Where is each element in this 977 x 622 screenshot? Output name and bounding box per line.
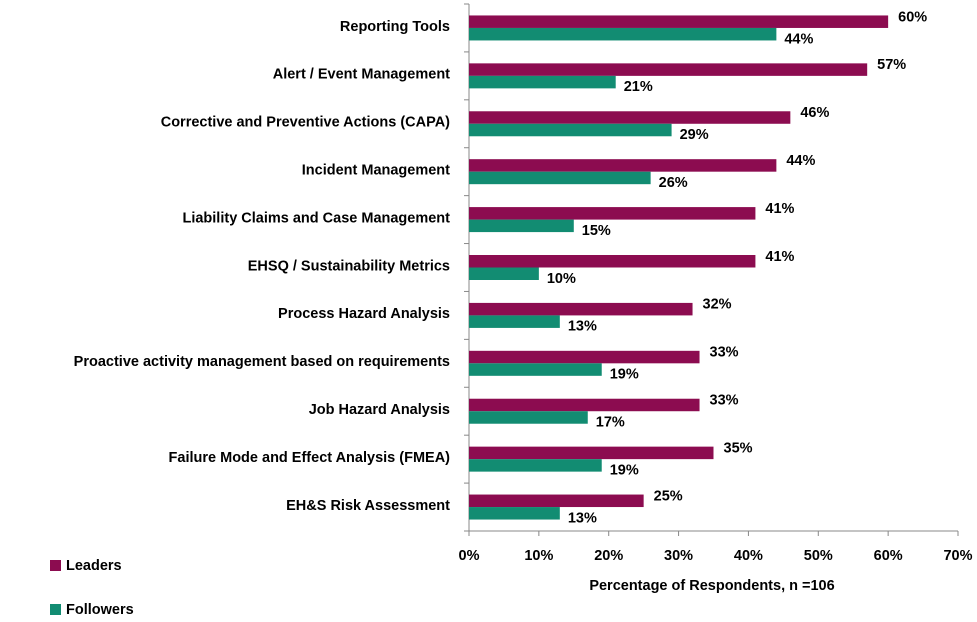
bar [469,302,693,316]
x-tick-label: 30% [664,548,693,564]
data-label: 46% [800,105,829,121]
bar [469,75,616,89]
y-tick-label: EH&S Risk Assessment [286,498,450,514]
bar [469,255,756,268]
bar [469,63,868,76]
data-label: 21% [624,79,653,95]
x-tick-label: 0% [459,548,480,564]
x-tick-label: 70% [943,548,972,564]
data-label: 13% [568,510,597,526]
y-tick-label: Liability Claims and Case Management [182,210,450,226]
x-tick-label: 50% [804,548,833,564]
bar [469,315,560,328]
bar [469,15,889,28]
bar [469,111,791,124]
data-label: 41% [765,201,794,217]
x-tick-label: 60% [874,548,903,564]
y-tick-label: Proactive activity management based on r… [74,354,450,370]
bar [469,398,700,412]
legend-label: Leaders [66,558,122,574]
data-label: 57% [877,57,906,73]
data-label: 35% [724,440,753,456]
y-tick-label: EHSQ / Sustainability Metrics [248,258,450,274]
x-axis-title: Percentage of Respondents, n =106 [589,578,834,594]
data-label: 15% [582,223,611,239]
x-tick-label: 20% [594,548,623,564]
bar [469,171,651,185]
data-label: 60% [898,9,927,25]
y-tick-label: Failure Mode and Effect Analysis (FMEA) [169,450,451,466]
bar [469,123,672,137]
bar [469,350,700,364]
legend-swatch [50,560,61,571]
data-label: 44% [786,153,815,169]
legend-swatch [50,604,61,615]
bar [469,507,560,520]
data-label: 10% [547,271,576,287]
data-label: 25% [654,488,683,504]
y-tick-label: Corrective and Preventive Actions (CAPA) [161,115,450,131]
bar [469,494,644,508]
data-label: 13% [568,319,597,335]
y-tick-label: Alert / Event Management [273,67,450,83]
x-tick-label: 40% [734,548,763,564]
data-label: 29% [680,127,709,143]
bar [469,363,602,376]
y-tick-label: Process Hazard Analysis [278,306,450,322]
data-label: 44% [784,31,813,47]
data-label: 41% [765,249,794,265]
data-label: 33% [710,345,739,361]
bar [469,27,777,41]
bar [469,411,588,424]
bar [469,446,714,460]
y-tick-label: Job Hazard Analysis [309,402,450,418]
bar [469,219,574,233]
bar [469,159,777,172]
legend-label: Followers [66,602,134,618]
y-tick-label: Incident Management [302,163,450,179]
x-tick-label: 10% [524,548,553,564]
data-label: 19% [610,367,639,383]
data-label: 32% [703,297,732,313]
data-label: 26% [659,175,688,191]
y-tick-label: Reporting Tools [340,19,450,35]
data-label: 33% [710,393,739,409]
bar [469,207,756,220]
data-label: 17% [596,415,625,431]
bar [469,459,602,472]
data-label: 19% [610,462,639,478]
bar [469,267,539,280]
